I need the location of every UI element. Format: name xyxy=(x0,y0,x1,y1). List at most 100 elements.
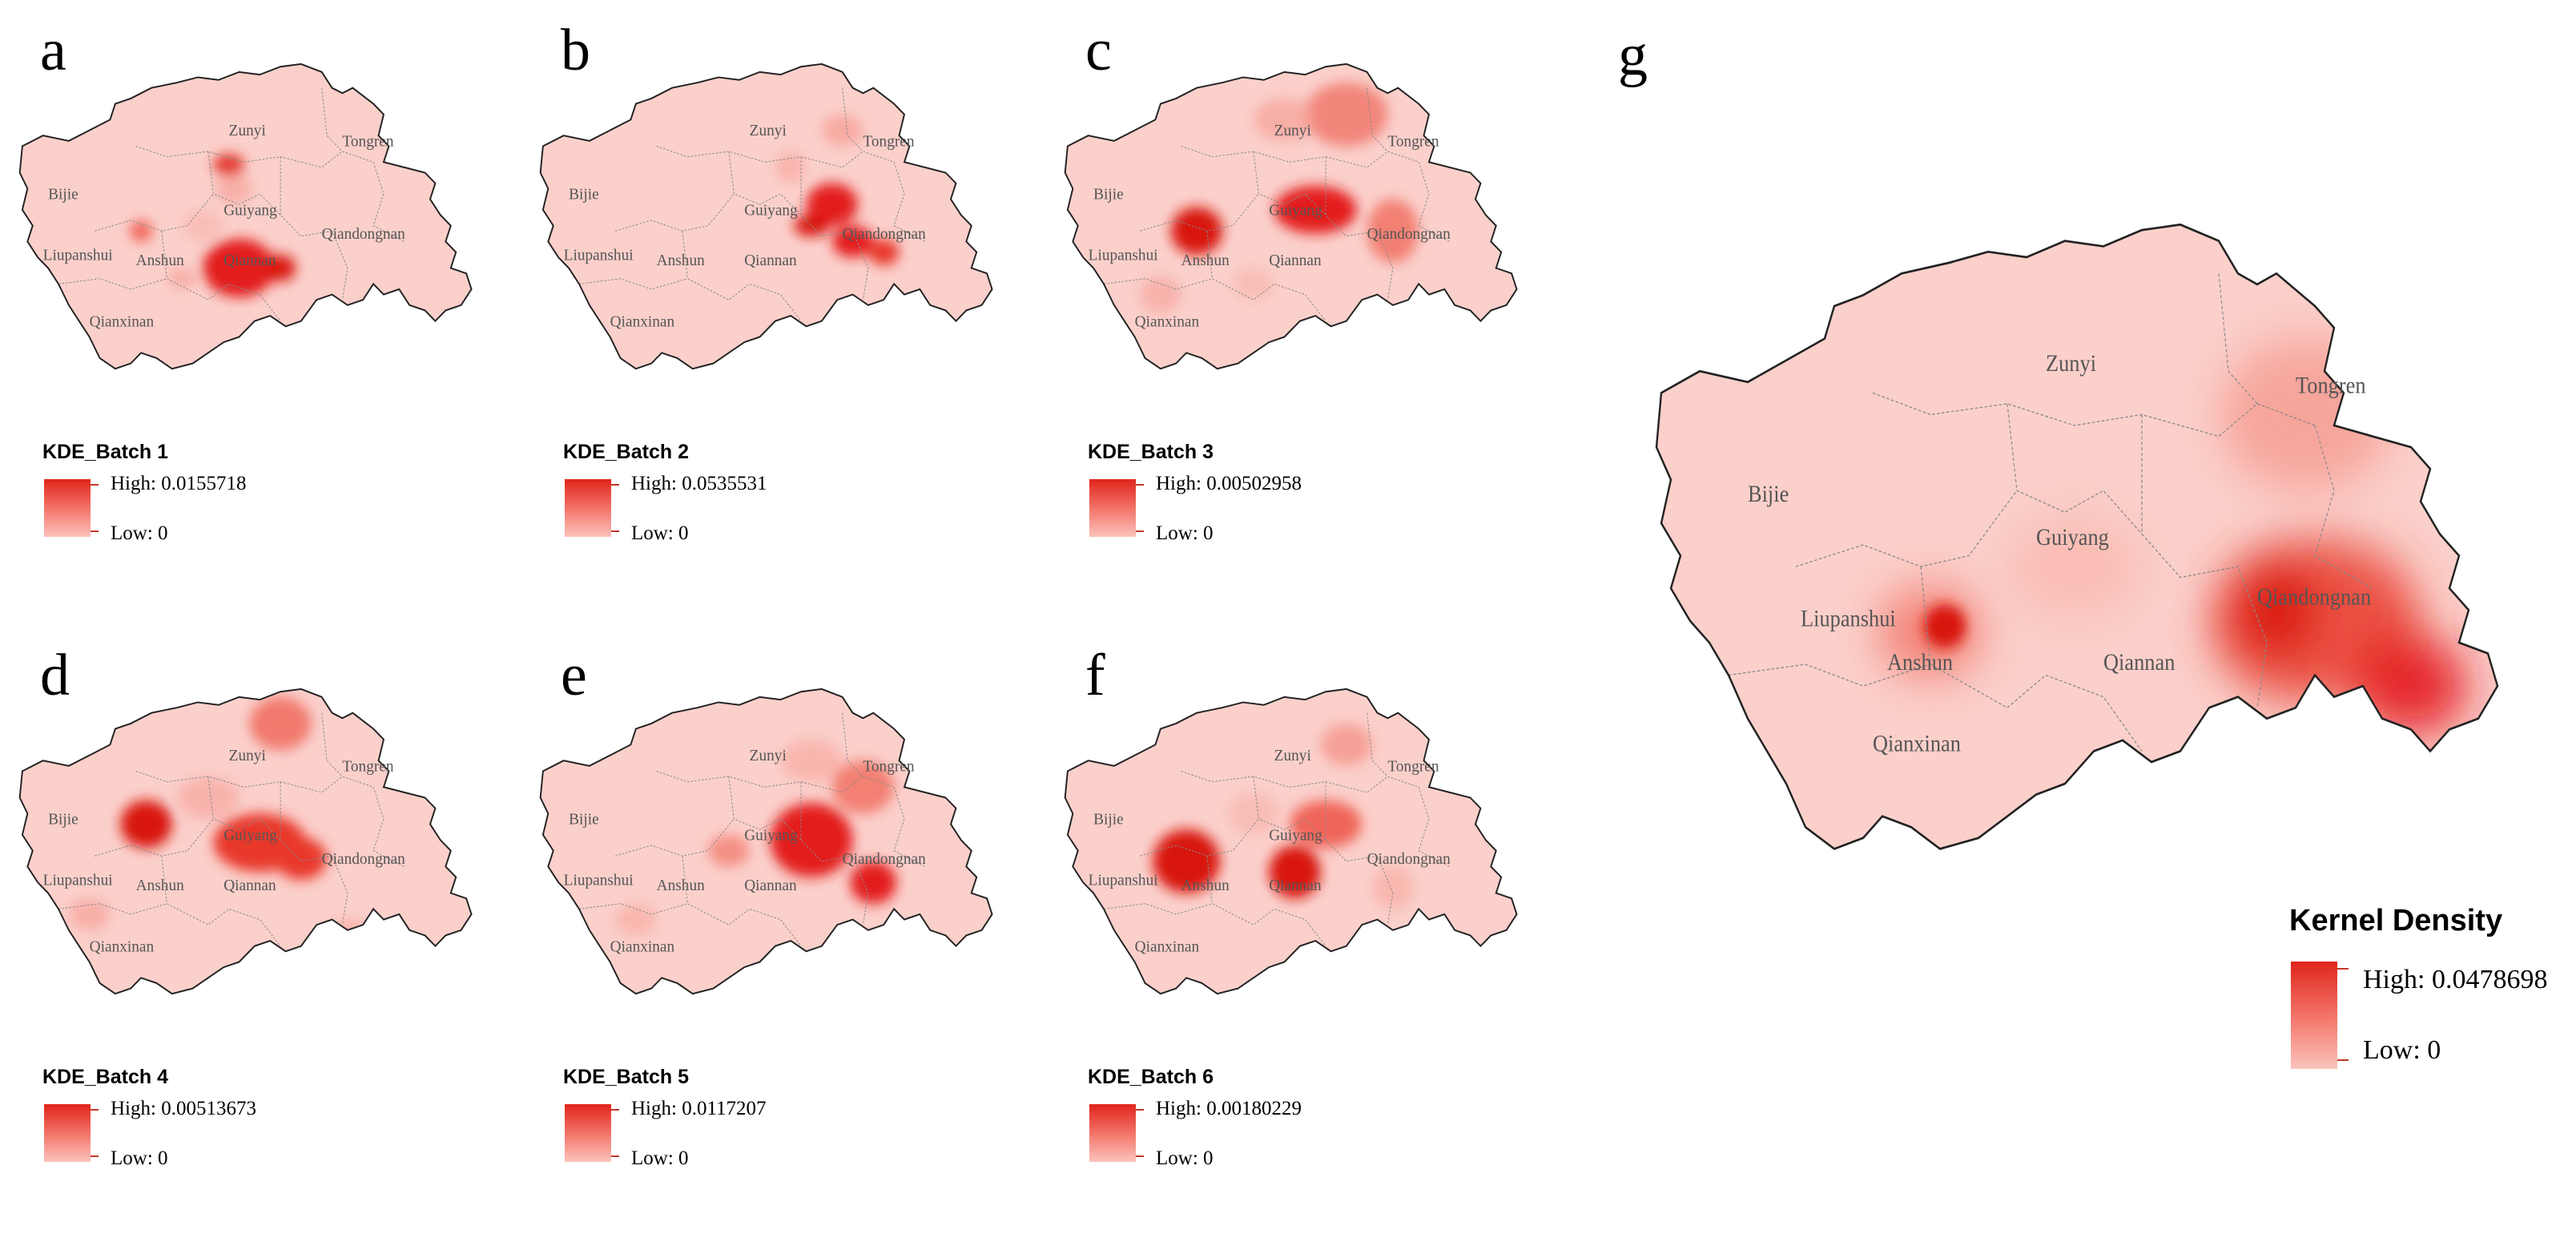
label-bijie: Bijie xyxy=(1748,481,1789,507)
legend-low-label: Low: 0 xyxy=(111,522,168,544)
hotspot xyxy=(1320,723,1373,766)
label-anshun: Anshun xyxy=(1181,877,1230,894)
hotspot xyxy=(321,919,374,952)
hotspot xyxy=(215,172,252,205)
kde-map: Zunyi Tongren Bijie Guiyang Qiandongnan … xyxy=(539,63,993,370)
kde-map: Zunyi Tongren Bijie Guiyang Qiandongnan … xyxy=(1064,63,1518,370)
label-qianxinan: Qianxinan xyxy=(610,313,675,330)
legend-tick-high xyxy=(91,484,99,486)
label-liupanshui: Liupanshui xyxy=(43,247,114,264)
kde-map: Zunyi Tongren Bijie Guiyang Qiandongnan … xyxy=(539,688,993,995)
legend-title: KDE_Batch 2 xyxy=(563,441,689,463)
panel-e: e xyxy=(521,625,1033,1234)
label-liupanshui: Liupanshui xyxy=(1089,872,1159,889)
prefecture-boundaries xyxy=(1728,273,2373,752)
hotspot xyxy=(1923,604,1966,648)
prefecture-boundaries xyxy=(578,712,925,946)
label-qiannan: Qiannan xyxy=(1269,877,1322,894)
label-qiannan: Qiannan xyxy=(744,877,797,894)
hotspot xyxy=(2238,567,2315,654)
hotspot xyxy=(1305,83,1388,147)
label-qianxinan: Qianxinan xyxy=(1873,731,1961,757)
map-base-fill xyxy=(1065,688,1517,994)
label-qiandongnan: Qiandongnan xyxy=(2257,584,2371,611)
hotspot xyxy=(770,803,853,877)
label-qiandongnan: Qiandongnan xyxy=(843,851,926,868)
legend-swatch xyxy=(44,1104,91,1162)
label-tongren: Tongren xyxy=(1387,758,1439,775)
hotspot xyxy=(615,903,657,936)
province-outline xyxy=(1064,63,1518,370)
province-outline xyxy=(18,688,473,995)
hotspot xyxy=(2007,518,2142,616)
hotspot xyxy=(821,114,863,147)
hotspot xyxy=(177,776,239,819)
legend-tick-high xyxy=(1136,484,1144,486)
legend-tick-low xyxy=(91,530,99,532)
label-liupanshui: Liupanshui xyxy=(1089,247,1159,264)
hotspot xyxy=(775,151,807,183)
panel-letter: c xyxy=(1085,18,1112,83)
panel-letter: e xyxy=(561,643,587,708)
map-base-fill xyxy=(540,63,992,369)
label-bijie: Bijie xyxy=(48,811,78,828)
label-guiyang: Guiyang xyxy=(223,827,277,844)
province-outline xyxy=(539,688,993,995)
hotspot xyxy=(2353,637,2469,736)
panel-a: a xyxy=(0,0,513,609)
label-liupanshui: Liupanshui xyxy=(43,872,114,889)
legend-high-label: High: 0.00502958 xyxy=(1156,473,1302,494)
legend-swatch xyxy=(1089,1104,1136,1162)
legend-tick-high xyxy=(611,484,619,486)
label-bijie: Bijie xyxy=(569,811,599,828)
legend-title: KDE_Batch 6 xyxy=(1088,1066,1214,1088)
legend-title: Kernel Density xyxy=(2289,904,2503,938)
label-liupanshui: Liupanshui xyxy=(564,247,634,264)
label-anshun: Anshun xyxy=(136,877,184,894)
legend-high-label: High: 0.0478698 xyxy=(2363,965,2548,994)
hotspot xyxy=(120,800,172,849)
label-guiyang: Guiyang xyxy=(1269,827,1322,844)
label-zunyi: Zunyi xyxy=(750,123,787,139)
legend-tick-low xyxy=(611,530,619,532)
label-bijie: Bijie xyxy=(1093,186,1124,203)
label-tongren: Tongren xyxy=(342,758,393,775)
panel-b: b xyxy=(521,0,1033,609)
panel-letter: b xyxy=(561,18,590,83)
hotspot xyxy=(793,215,830,236)
prefecture-boundaries xyxy=(58,712,405,946)
legend-tick-high xyxy=(1136,1109,1144,1111)
hotspot xyxy=(831,760,895,814)
label-bijie: Bijie xyxy=(48,186,78,203)
legend-high-label: High: 0.0155718 xyxy=(111,473,247,494)
prefecture-boundaries xyxy=(578,87,925,321)
legend-tick-low xyxy=(1136,1155,1144,1157)
legend-title: KDE_Batch 1 xyxy=(42,441,168,463)
label-tongren: Tongren xyxy=(863,133,914,150)
label-anshun: Anshun xyxy=(136,252,184,269)
province-outline xyxy=(18,63,473,370)
label-guiyang: Guiyang xyxy=(2036,525,2109,551)
label-tongren: Tongren xyxy=(1387,133,1439,150)
legend-swatch xyxy=(1089,479,1136,537)
label-qiandongnan: Qiandongnan xyxy=(1367,226,1451,243)
hotspot xyxy=(1372,866,1414,909)
legend-low-label: Low: 0 xyxy=(111,1147,168,1169)
legend-high-label: High: 0.0535531 xyxy=(631,473,767,494)
label-tongren: Tongren xyxy=(2296,373,2366,399)
prefecture-boundaries xyxy=(1103,87,1450,321)
label-qiandongnan: Qiandongnan xyxy=(322,226,405,243)
legend-low-label: Low: 0 xyxy=(631,1147,689,1169)
legend-tick-low xyxy=(91,1155,99,1157)
hotspot xyxy=(275,837,328,880)
panel-letter: f xyxy=(1085,643,1105,708)
label-qiannan: Qiannan xyxy=(744,252,797,269)
prefecture-boundaries xyxy=(58,87,405,321)
legend-tick-low xyxy=(611,1155,619,1157)
hotspot xyxy=(1269,845,1321,899)
hotspot xyxy=(708,834,750,867)
hotspot xyxy=(249,696,312,750)
label-qianxinan: Qianxinan xyxy=(1135,938,1200,955)
hotspot xyxy=(1274,186,1357,234)
label-bijie: Bijie xyxy=(1093,811,1124,828)
